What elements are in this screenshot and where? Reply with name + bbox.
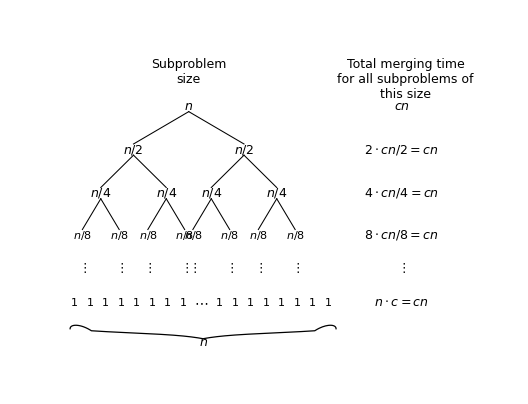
Text: $n/2$: $n/2$ xyxy=(234,143,254,157)
Text: $n/8$: $n/8$ xyxy=(175,229,194,242)
Text: $1$: $1$ xyxy=(133,296,140,308)
Text: $1$: $1$ xyxy=(277,296,285,308)
Text: $\vdots$: $\vdots$ xyxy=(254,261,263,275)
Text: $n/4$: $n/4$ xyxy=(266,186,287,200)
Text: $1$: $1$ xyxy=(324,296,332,308)
Text: $\vdots$: $\vdots$ xyxy=(225,261,234,275)
Text: $4 \cdot cn/4 = cn$: $4 \cdot cn/4 = cn$ xyxy=(364,186,439,200)
Text: $n$: $n$ xyxy=(184,99,193,113)
Text: $n/8$: $n/8$ xyxy=(286,229,305,242)
Text: $1$: $1$ xyxy=(262,296,270,308)
Text: $\vdots$: $\vdots$ xyxy=(144,261,152,275)
Text: $1$: $1$ xyxy=(308,296,316,308)
Text: $1$: $1$ xyxy=(215,296,223,308)
Text: $1$: $1$ xyxy=(179,296,187,308)
Text: $n/8$: $n/8$ xyxy=(220,229,239,242)
Text: $n/8$: $n/8$ xyxy=(110,229,128,242)
Text: $\vdots$: $\vdots$ xyxy=(78,261,87,275)
Text: $\vdots$: $\vdots$ xyxy=(115,261,124,275)
Text: Total merging time
for all subproblems of
this size: Total merging time for all subproblems o… xyxy=(337,58,474,101)
Text: $1$: $1$ xyxy=(231,296,239,308)
Text: $1$: $1$ xyxy=(101,296,109,308)
Text: $1$: $1$ xyxy=(117,296,125,308)
Text: $n/8$: $n/8$ xyxy=(73,229,92,242)
Text: $1$: $1$ xyxy=(70,296,78,308)
Text: $n/8$: $n/8$ xyxy=(249,229,268,242)
Text: $n/8$: $n/8$ xyxy=(184,229,202,242)
Text: $\vdots$: $\vdots$ xyxy=(180,261,189,275)
Text: $n/4$: $n/4$ xyxy=(90,186,111,200)
Text: $8 \cdot cn/8 = cn$: $8 \cdot cn/8 = cn$ xyxy=(364,228,439,242)
Text: Subproblem
size: Subproblem size xyxy=(151,58,227,86)
Text: $n/8$: $n/8$ xyxy=(138,229,157,242)
Text: $n \cdot c = cn$: $n \cdot c = cn$ xyxy=(374,295,429,309)
Text: $\vdots$: $\vdots$ xyxy=(188,261,197,275)
Text: $cn$: $cn$ xyxy=(393,99,410,113)
Text: $2 \cdot cn/2 = cn$: $2 \cdot cn/2 = cn$ xyxy=(364,143,439,157)
Text: $1$: $1$ xyxy=(246,296,254,308)
Text: $n/2$: $n/2$ xyxy=(124,143,144,157)
Text: $n/4$: $n/4$ xyxy=(201,186,222,200)
Text: $n$: $n$ xyxy=(199,336,208,349)
Text: $1$: $1$ xyxy=(293,296,301,308)
Text: $\vdots$: $\vdots$ xyxy=(397,261,406,275)
Text: $n/4$: $n/4$ xyxy=(156,186,177,200)
Text: $1$: $1$ xyxy=(164,296,172,308)
Text: $1$: $1$ xyxy=(148,296,156,308)
Text: $1$: $1$ xyxy=(86,296,93,308)
Text: $\vdots$: $\vdots$ xyxy=(291,261,299,275)
Text: $\cdots$: $\cdots$ xyxy=(194,295,208,309)
